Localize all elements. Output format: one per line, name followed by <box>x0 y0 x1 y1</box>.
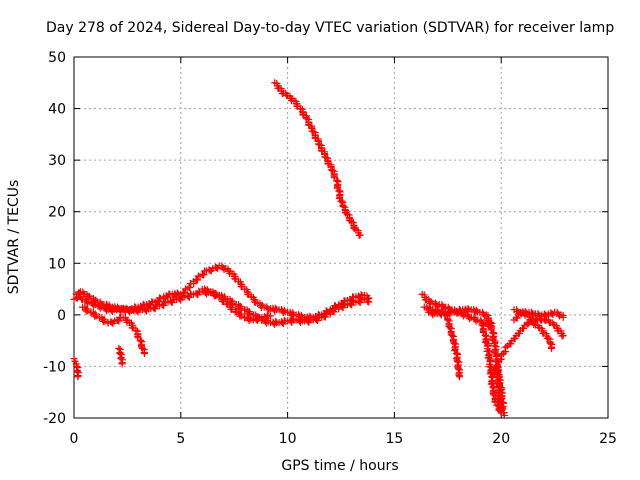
series-trace-b <box>72 262 373 323</box>
series-trace-g <box>271 79 364 239</box>
data-point <box>116 350 124 358</box>
data-point <box>459 312 467 320</box>
x-axis-title: GPS time / hours <box>281 458 398 474</box>
data-point <box>350 224 358 232</box>
data-point <box>559 331 567 339</box>
y-tick-label: 0 <box>57 308 66 324</box>
y-tick-label: 10 <box>48 256 66 272</box>
x-tick-label: 5 <box>176 431 185 447</box>
data-point <box>365 294 373 302</box>
series-trace-c <box>79 303 148 358</box>
x-tick-label: 15 <box>385 431 403 447</box>
data-point <box>456 373 464 381</box>
grid-lines <box>74 57 608 418</box>
data-marks <box>70 79 567 419</box>
data-point <box>448 331 456 339</box>
data-point <box>521 311 529 319</box>
y-tick-label: -20 <box>43 411 66 427</box>
data-point <box>446 324 454 332</box>
data-point <box>478 321 486 329</box>
series-trace-i <box>420 303 464 381</box>
data-point <box>181 289 189 297</box>
x-tick-label: 10 <box>279 431 297 447</box>
data-point <box>272 304 280 312</box>
x-tick-label: 0 <box>70 431 79 447</box>
y-axis-title: SDTVAR / TECUs <box>6 180 22 295</box>
series-trace-o <box>510 306 556 352</box>
data-point <box>536 312 544 320</box>
data-point <box>73 368 81 376</box>
data-point <box>138 344 146 352</box>
data-point <box>481 331 489 339</box>
series-trace-e <box>70 355 82 381</box>
data-point <box>444 316 452 324</box>
data-point <box>193 276 201 284</box>
data-point <box>357 291 365 299</box>
data-point <box>450 339 458 347</box>
data-point <box>356 231 364 239</box>
data-point <box>498 351 506 359</box>
data-point <box>75 289 83 297</box>
data-point <box>513 314 521 322</box>
series-trace-n <box>493 362 508 419</box>
data-point <box>466 315 474 323</box>
data-point <box>487 319 495 327</box>
data-point <box>559 313 567 321</box>
data-point <box>430 308 438 316</box>
y-tick-label: 40 <box>48 102 66 118</box>
data-point <box>117 355 125 363</box>
data-point <box>464 305 472 312</box>
data-point <box>330 305 338 313</box>
x-tick-label: 20 <box>492 431 510 447</box>
data-point <box>74 373 82 381</box>
data-point <box>155 298 163 306</box>
data-point <box>73 294 81 302</box>
data-point <box>263 311 271 319</box>
data-point <box>140 350 148 358</box>
plot-frame <box>73 56 609 419</box>
y-tick-label: 50 <box>48 50 66 66</box>
data-point <box>337 197 345 205</box>
data-point <box>507 340 515 348</box>
chart-title: Day 278 of 2024, Sidereal Day-to-day VTE… <box>46 20 614 36</box>
data-point <box>333 177 341 185</box>
data-point <box>515 329 523 337</box>
y-tick-label: 20 <box>48 205 66 221</box>
data-point <box>493 401 501 409</box>
data-point <box>73 362 81 370</box>
data-point <box>267 312 275 320</box>
series-trace-d <box>198 285 275 325</box>
data-point <box>136 337 144 345</box>
data-point <box>511 335 519 343</box>
data-point <box>132 326 140 334</box>
axis-ticks: 0 5 10 15 20 25 -20 -10 0 10 20 30 40 50 <box>43 50 617 447</box>
data-point <box>502 343 510 351</box>
data-point <box>547 344 555 352</box>
y-tick-label: -10 <box>43 359 66 375</box>
data-point <box>546 339 554 347</box>
data-point <box>335 187 343 195</box>
data-point <box>118 360 126 368</box>
y-tick-label: 30 <box>48 153 66 169</box>
data-point <box>500 411 508 419</box>
data-point <box>321 310 329 318</box>
x-tick-label: 25 <box>599 431 617 447</box>
data-point <box>220 266 228 274</box>
data-point <box>200 271 208 279</box>
data-point <box>490 391 498 399</box>
series-trace-f <box>115 344 126 368</box>
data-point <box>544 334 552 342</box>
data-point <box>472 317 480 325</box>
series-trace-l <box>489 315 567 381</box>
data-point <box>114 303 122 311</box>
data-point <box>115 344 123 352</box>
data-point <box>520 324 528 332</box>
data-point <box>328 166 336 174</box>
